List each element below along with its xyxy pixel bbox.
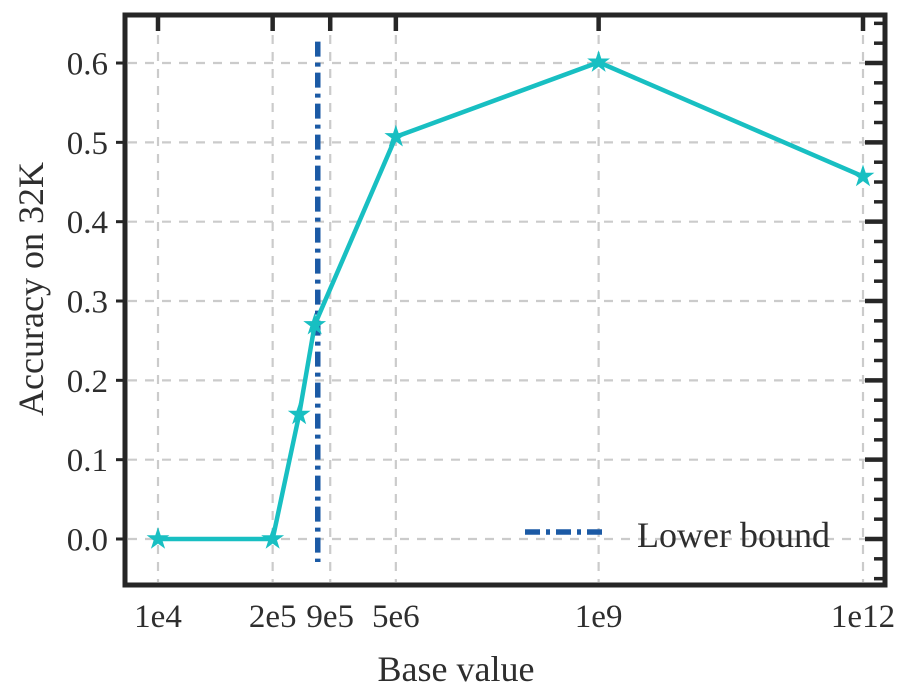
y-axis-label: Accuracy on 32K <box>11 162 51 416</box>
data-point-marker <box>587 50 610 72</box>
y-tick-label: 0.3 <box>67 285 108 321</box>
x-tick-label: 2e5 <box>249 599 297 635</box>
y-tick-label: 0.2 <box>67 364 108 400</box>
data-point-marker <box>261 527 285 549</box>
x-tick-label: 5e6 <box>372 599 420 635</box>
data-point-marker <box>384 124 408 147</box>
y-tick-label: 0.0 <box>67 523 108 559</box>
data-point-marker <box>146 527 170 549</box>
x-tick-label: 1e12 <box>831 599 895 635</box>
y-tick-label: 0.6 <box>67 47 108 83</box>
y-tick-label: 0.5 <box>67 126 108 162</box>
x-tick-label: 1e9 <box>575 599 623 635</box>
y-tick-label: 0.4 <box>67 205 108 241</box>
plot-border <box>122 12 888 588</box>
x-axis-label: Base value <box>377 649 535 689</box>
data-point-marker <box>851 164 875 187</box>
y-tick-label: 0.1 <box>67 443 108 479</box>
legend-label: Lower bound <box>637 515 830 555</box>
x-tick-label: 1e4 <box>134 599 182 635</box>
data-point-marker <box>287 402 311 425</box>
data-point-marker <box>303 312 327 335</box>
x-tick-label: 9e5 <box>306 599 354 635</box>
